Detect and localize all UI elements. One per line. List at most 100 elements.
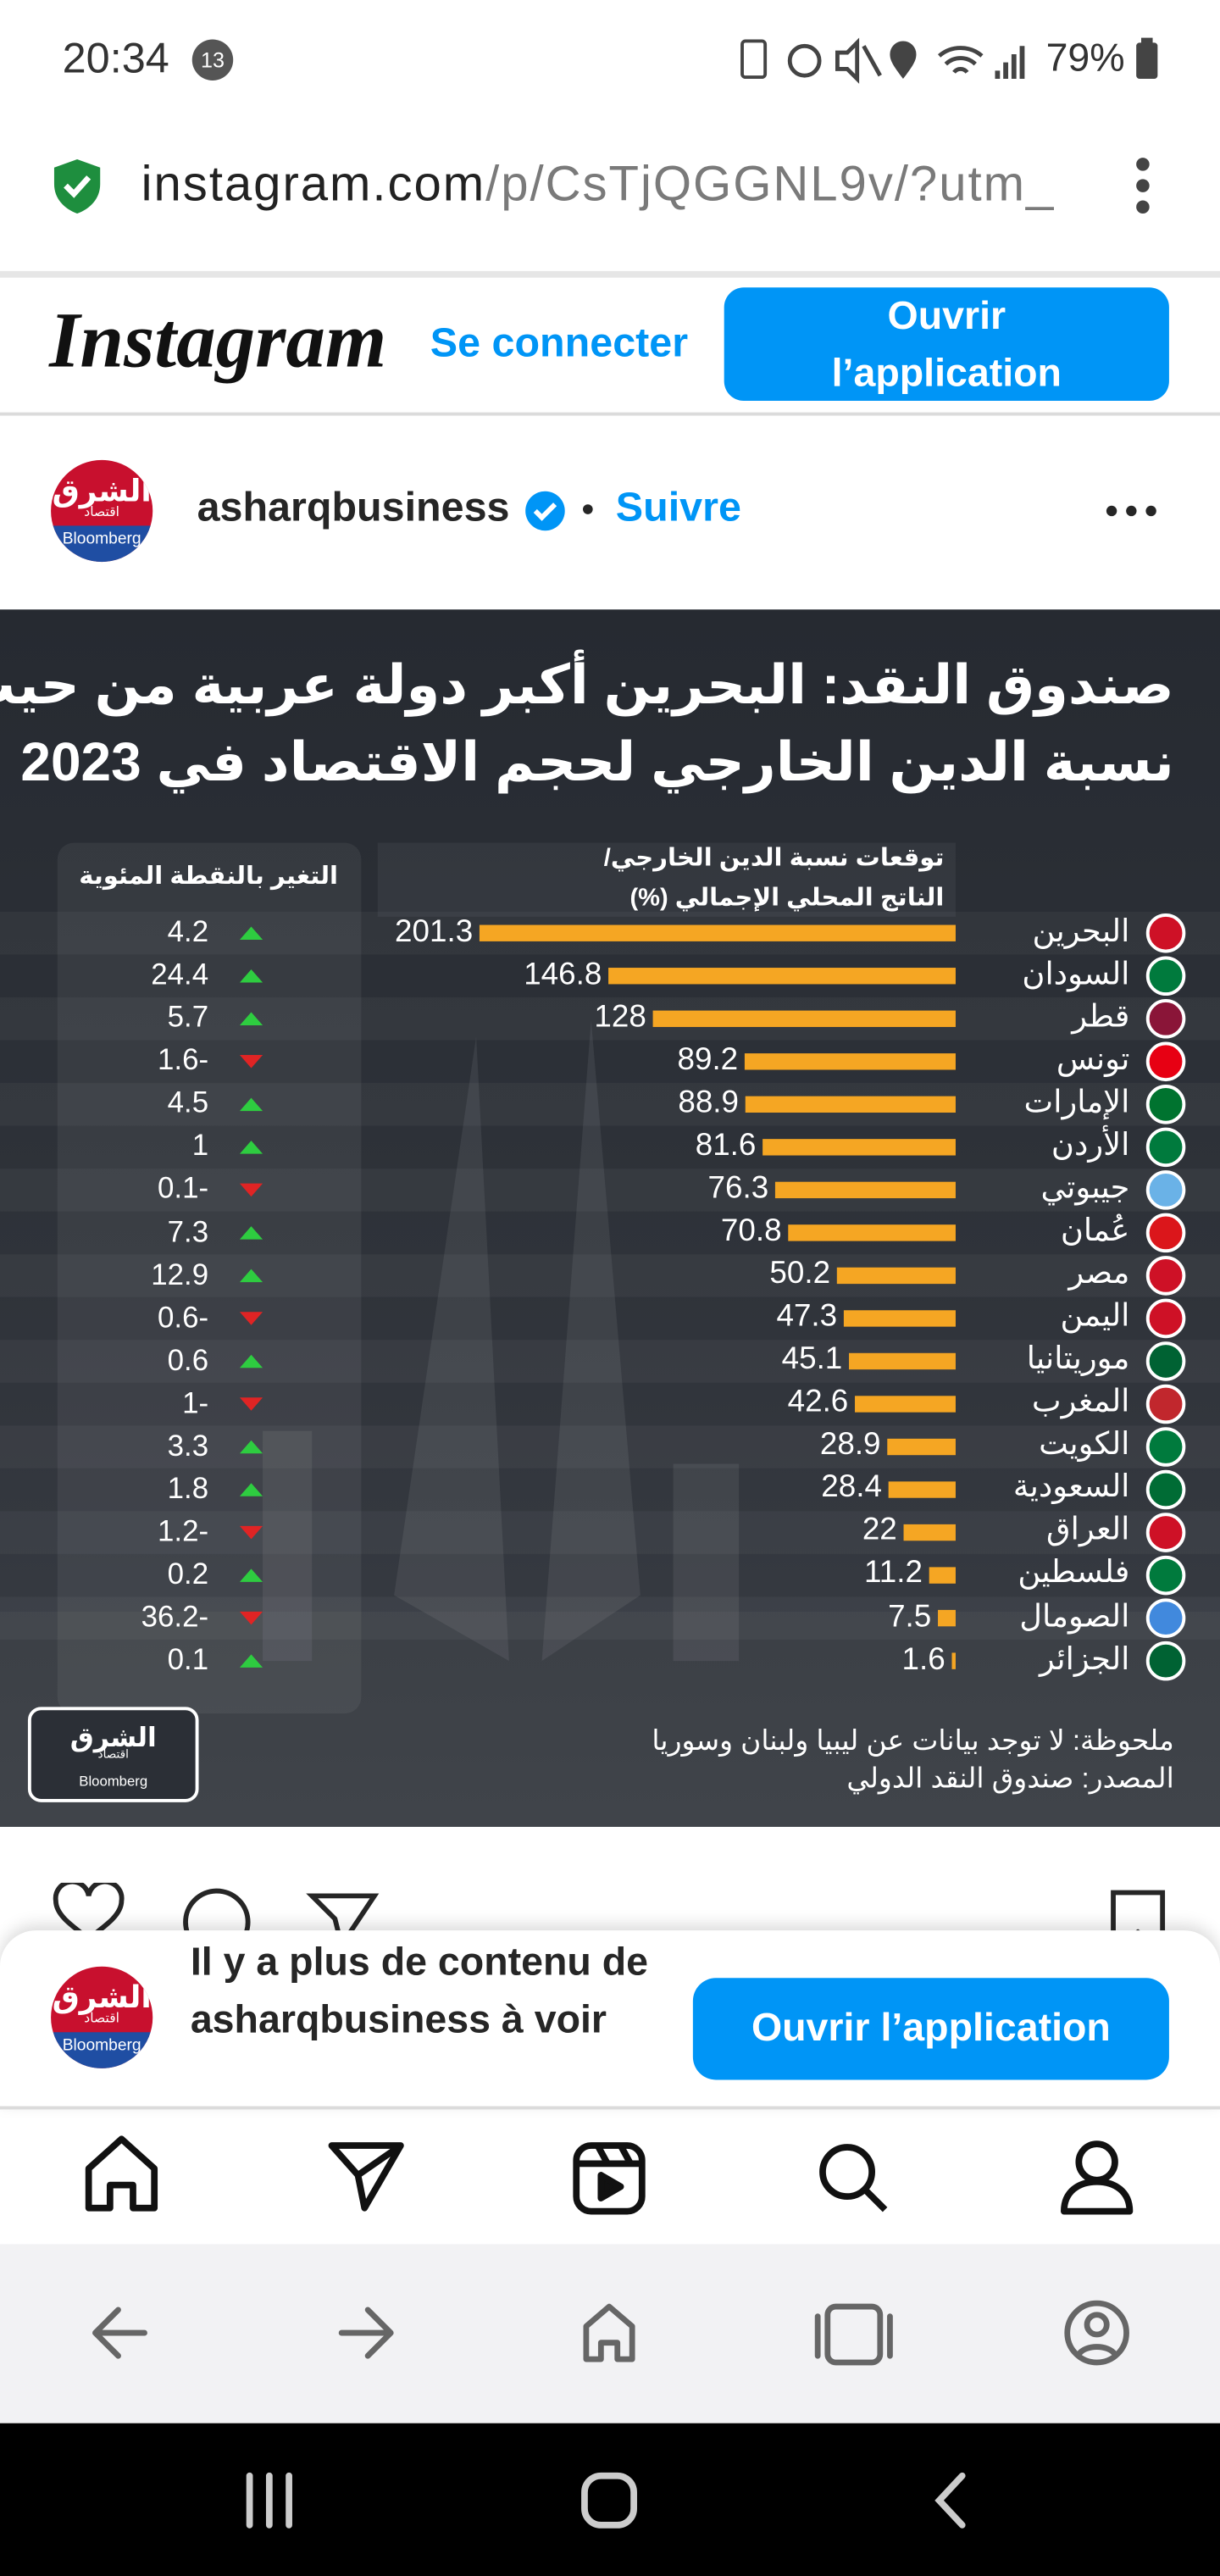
messages-tab[interactable] [328,2142,404,2212]
notification-badge [191,39,234,81]
bar [951,1652,956,1669]
brand-logo: الشرق اقتصاد Bloomberg [27,1707,199,1802]
flag [1145,1555,1186,1596]
row-stripe [0,1340,1220,1383]
bar [887,1438,956,1456]
status-time: 20:34 [62,32,169,82]
account-name[interactable]: asharqbusiness [197,484,510,531]
category-label: عُمان [1060,1213,1130,1249]
login-link[interactable]: Se connecter [430,320,689,367]
change-label: 5.7 [167,1001,209,1034]
row-stripe [0,1254,1220,1297]
avatar[interactable]: الشرق اقتصاد Bloomberg [51,459,153,563]
open-app-button[interactable]: Ouvrir l’application [724,287,1169,402]
logo-sub: Bloomberg [51,2031,153,2068]
url-host: instagram.com [141,158,486,213]
flag [1145,1513,1186,1552]
value-label: 146.8 [524,957,602,992]
back-button[interactable] [92,2307,147,2359]
value-label: 45.1 [781,1342,843,1377]
change-arrow [239,1183,263,1197]
category-label: موريتانيا [1026,1342,1130,1377]
value-label: 28.4 [821,1470,882,1506]
value-label: 128 [594,1000,646,1035]
bar [774,1181,956,1199]
change-label: 7.3 [167,1214,209,1248]
category-label: المغرب [1031,1385,1130,1420]
change-label: 1.2- [157,1514,209,1548]
row-stripe [0,1083,1220,1126]
avatar[interactable]: الشرق اقتصاد Bloomberg [51,1966,153,2068]
forward-button[interactable] [338,2307,394,2359]
post-menu[interactable] [1103,499,1159,522]
logo-tag: اقتصاد [84,2010,120,2026]
changes-panel [57,842,362,1714]
values-panel [377,842,956,917]
reels-tab[interactable] [573,2142,646,2215]
change-arrow [239,926,263,940]
search-tab[interactable] [819,2144,888,2212]
bar [608,968,956,985]
flag [1145,913,1186,953]
back-button[interactable] [934,2472,966,2529]
change-label: 1 [191,1129,209,1163]
divider [0,412,1220,416]
change-label: 1.6- [157,1043,209,1077]
bar [888,1481,956,1498]
value-header: الناتج المحلي الإجمالي (%) [629,883,945,912]
bar [745,1096,956,1113]
secure-icon[interactable] [49,156,105,215]
recents-button[interactable] [246,2472,292,2529]
change-arrow [239,1525,263,1540]
change-label: 24.4 [151,958,209,991]
url-bar[interactable]: instagram.com/p/CsTjQGGNL9v/?utm_ [141,158,1056,213]
change-arrow [239,1654,263,1668]
category-label: قطر [1072,1000,1130,1035]
flag [1145,1041,1186,1082]
profile-tab[interactable] [1061,2140,1134,2215]
open-app-button[interactable]: Ouvrir l’application [692,1978,1169,2080]
change-label: 0.6 [167,1343,209,1377]
logo-tag: اقتصاد [84,503,120,519]
change-label: 0.1- [157,1172,209,1206]
browser-menu[interactable] [1127,154,1160,220]
logo-text: الشرق [69,1723,157,1752]
banner-text: Il y a plus de contenu de asharqbusiness… [190,1940,649,2042]
flag [1145,1384,1186,1424]
account-button[interactable] [1064,2300,1129,2366]
home-tab[interactable] [85,2135,158,2212]
chart-title: نسبة الدين الخارجي لحجم الاقتصاد في 2023 [20,730,1174,792]
category-label: السعودية [1012,1470,1130,1506]
flag [1145,1641,1186,1681]
instagram-logo[interactable]: Instagram [49,297,387,385]
change-label: 0.1 [167,1642,209,1676]
chart-title: صندوق النقد: البحرين أكبر دولة عربية من … [0,653,1174,715]
value-label: 47.3 [776,1299,838,1335]
category-label: جيبوتي [1040,1171,1130,1206]
notification-count: 13 [200,47,225,73]
change-label: 1.8 [167,1471,209,1505]
change-arrow [239,1354,263,1368]
logo-text: الشرق [52,473,152,508]
chart [0,842,1220,1714]
bar [788,1224,956,1241]
home-button[interactable] [583,2303,635,2362]
value-label: 70.8 [720,1213,782,1249]
follow-button[interactable]: Suivre [615,484,741,531]
category-label: السودان [1022,957,1130,992]
row-stripe [0,997,1220,1041]
chart-note: ملحوظة: لا توجد بيانات عن ليبيا ولبنان و… [652,1724,1174,1756]
bar [836,1267,956,1285]
row-stripe [0,1425,1220,1468]
browser-toolbar-icons [92,2300,1129,2366]
url-path: /p/CsTjQGGNL9v/?utm_ [485,158,1056,213]
tabs-button[interactable] [814,2303,893,2366]
row-stripe [0,1511,1220,1554]
home-button[interactable] [581,2472,637,2529]
flag [1145,1170,1186,1210]
category-label: البحرين [1032,914,1130,949]
change-arrow [239,1611,263,1625]
value-header: توقعات نسبة الدين الخارجي/ [603,844,945,873]
verified-badge [525,491,565,531]
